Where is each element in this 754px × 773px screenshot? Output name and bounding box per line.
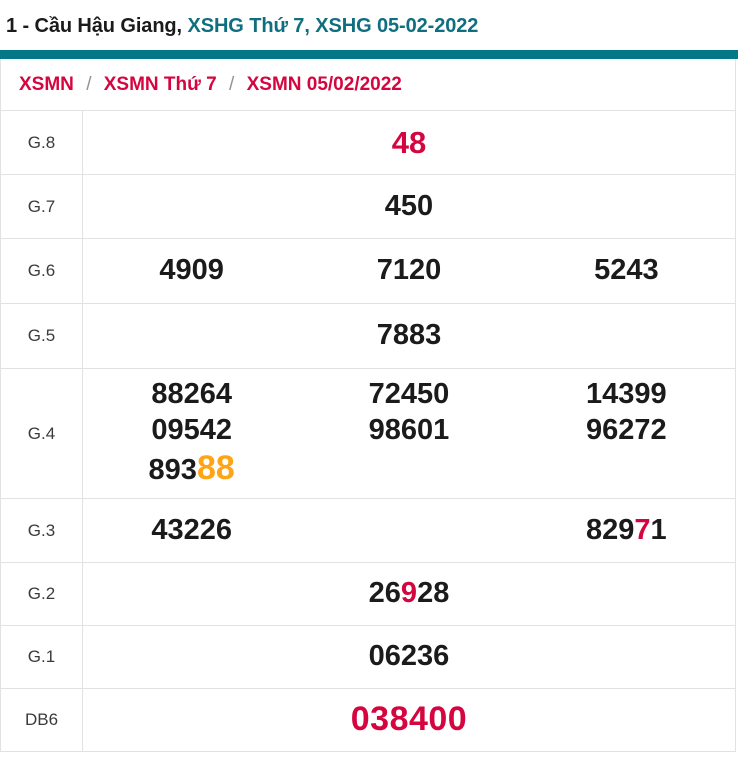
prize-values-cell: 450 xyxy=(82,174,736,239)
prize-label: DB6 xyxy=(0,688,83,752)
results-body: G.8 48 G.7 450 G.6 4909 7120 5243 G.5 7883 G.4 8826… xyxy=(0,110,736,752)
prize-number: 43226 xyxy=(151,513,232,546)
prize-label: G.1 xyxy=(0,625,83,689)
prize-number: 89388 xyxy=(83,448,300,489)
prize-number: 96272 xyxy=(585,413,667,446)
prize-number-line: 038400 xyxy=(83,699,735,740)
prize-number-highlight: 9 xyxy=(400,577,418,610)
breadcrumb-item-2[interactable]: XSMN Thứ 7 xyxy=(103,73,217,95)
prize-number-prefix: 26 xyxy=(368,577,401,610)
prize-number-line: 4909 7120 5243 xyxy=(83,253,735,288)
prize-number: 98601 xyxy=(368,413,450,446)
prize-values-cell: 26928 xyxy=(82,562,736,626)
prize-values-cell: 88264 72450 14399 09542 98601 96272 89388 xyxy=(82,368,736,499)
teal-divider-bar xyxy=(0,50,738,59)
prize-label: G.6 xyxy=(0,238,83,304)
prize-number: 26928 xyxy=(300,576,517,611)
prize-number: 038400 xyxy=(350,700,468,739)
prize-row: G.2 26928 xyxy=(0,562,736,626)
prize-number-line: 48 xyxy=(83,124,735,162)
prize-number: 14399 xyxy=(585,378,667,411)
prize-label: G.4 xyxy=(0,368,83,499)
prize-label: G.5 xyxy=(0,303,83,369)
prize-number: 88264 xyxy=(151,378,232,411)
prize-number: 7120 xyxy=(376,254,442,287)
prize-row: G.6 4909 7120 5243 xyxy=(0,238,736,304)
prize-number-line: 09542 98601 96272 xyxy=(83,413,735,448)
prize-values-cell: 7883 xyxy=(82,303,736,369)
prize-values-cell: 4909 7120 5243 xyxy=(82,238,736,304)
prize-number: 5243 xyxy=(594,254,659,287)
prize-row: DB6 038400 xyxy=(0,688,736,752)
breadcrumb-item-1[interactable]: XSMN xyxy=(19,73,74,95)
breadcrumb-separator: / xyxy=(229,73,235,95)
page-title-link-2[interactable]: XSHG 05-02-2022 xyxy=(315,15,479,37)
prize-row: G.7 450 xyxy=(0,174,736,239)
prize-number-line: 06236 xyxy=(83,639,735,674)
prize-number: 7883 xyxy=(376,319,442,352)
prize-number-prefix: 893 xyxy=(148,454,197,487)
prize-number: 09542 xyxy=(151,413,232,446)
prize-number-suffix: 28 xyxy=(417,577,450,610)
prize-number-highlight: 88 xyxy=(196,449,235,488)
prize-row: G.3 43226 82971 xyxy=(0,498,736,563)
prize-values-cell: 038400 xyxy=(82,688,736,752)
page-title-link-1[interactable]: XSHG Thứ 7, xyxy=(187,15,310,37)
prize-label: G.2 xyxy=(0,562,83,626)
prize-number-line: 450 xyxy=(83,189,735,224)
prize-row: G.4 88264 72450 14399 09542 98601 96272 89388 xyxy=(0,368,736,499)
prize-number-suffix: 1 xyxy=(650,513,667,546)
prize-label: G.7 xyxy=(0,174,83,239)
lottery-results-table: G.8 48 G.7 450 G.6 4909 7120 5243 G.5 7883 G.4 8826… xyxy=(0,110,736,752)
prize-number: 82971 xyxy=(518,513,735,548)
prize-values-cell: 48 xyxy=(82,110,736,175)
prize-values-cell: 43226 82971 xyxy=(82,498,736,563)
prize-number-line: 43226 82971 xyxy=(83,513,735,548)
page-title-plain: 1 - Cầu Hậu Giang, xyxy=(6,15,183,37)
prize-number-line: 89388 xyxy=(83,448,735,489)
prize-number-line: 26928 xyxy=(83,576,735,611)
prize-values-cell: 06236 xyxy=(82,625,736,689)
prize-row: G.1 06236 xyxy=(0,625,736,689)
prize-number: 72450 xyxy=(368,378,450,411)
prize-number: 450 xyxy=(384,189,434,222)
prize-number: 48 xyxy=(391,124,427,160)
page-title: 1 - Cầu Hậu Giang, XSHG Thứ 7, XSHG 05-0… xyxy=(0,0,754,36)
prize-label: G.3 xyxy=(0,498,83,563)
breadcrumb: XSMN / XSMN Thứ 7 / XSMN 05/02/2022 xyxy=(1,74,402,96)
prize-number-line: 7883 xyxy=(83,318,735,353)
prize-number-highlight: 7 xyxy=(634,513,651,546)
prize-number: 06236 xyxy=(368,640,450,673)
breadcrumb-container: XSMN / XSMN Thứ 7 / XSMN 05/02/2022 xyxy=(0,59,736,110)
prize-number: 4909 xyxy=(159,254,224,287)
prize-number-line: 88264 72450 14399 xyxy=(83,377,735,412)
prize-label: G.8 xyxy=(0,110,83,175)
breadcrumb-item-3[interactable]: XSMN 05/02/2022 xyxy=(246,73,402,95)
prize-number-prefix: 829 xyxy=(585,513,635,546)
prize-row: G.8 48 xyxy=(0,110,736,175)
breadcrumb-separator: / xyxy=(86,73,92,95)
prize-row: G.5 7883 xyxy=(0,303,736,369)
